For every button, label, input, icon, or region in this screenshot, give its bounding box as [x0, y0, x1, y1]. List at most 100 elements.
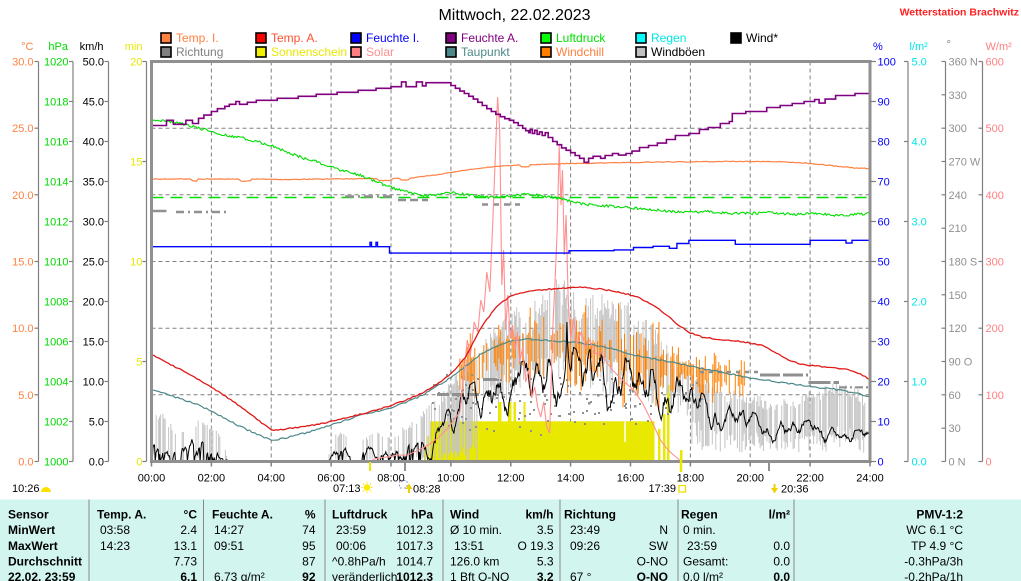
svg-text:Mittwoch, 22.02.2023: Mittwoch, 22.02.2023	[438, 7, 590, 24]
svg-text:35.0: 35.0	[83, 177, 104, 189]
svg-text:200: 200	[986, 323, 1004, 335]
svg-text:15: 15	[130, 157, 142, 169]
svg-text:Wetterstation Brachwitz: Wetterstation Brachwitz	[900, 7, 1019, 19]
svg-text:0: 0	[878, 457, 884, 469]
svg-text:70: 70	[878, 177, 890, 189]
svg-text:1000: 1000	[44, 457, 68, 469]
svg-text:10: 10	[130, 257, 142, 269]
svg-text:23:49: 23:49	[570, 523, 600, 537]
svg-text:22.02. 23:59: 22.02. 23:59	[8, 570, 76, 581]
svg-text:240: 240	[949, 190, 967, 202]
svg-text:15.0: 15.0	[83, 337, 104, 349]
svg-text:O-NO: O-NO	[637, 554, 668, 568]
svg-text:12:00: 12:00	[497, 473, 525, 485]
svg-text:1014.7: 1014.7	[396, 554, 433, 568]
svg-text:15.0: 15.0	[12, 257, 33, 269]
svg-text:0.0: 0.0	[773, 554, 790, 568]
svg-text:6.73 g/m²: 6.73 g/m²	[214, 570, 265, 581]
svg-text:Sensor: Sensor	[8, 508, 49, 522]
svg-text:1014: 1014	[44, 177, 68, 189]
svg-text:30.0: 30.0	[83, 217, 104, 229]
svg-text:03:58: 03:58	[100, 523, 130, 537]
svg-text:min: min	[125, 41, 143, 53]
svg-text:360 N: 360 N	[949, 57, 978, 69]
svg-text:60: 60	[949, 390, 961, 402]
svg-text:N: N	[659, 523, 668, 537]
svg-text:4.0: 4.0	[912, 137, 927, 149]
svg-text:WC 6.1 °C: WC 6.1 °C	[906, 523, 963, 537]
svg-text:%: %	[305, 508, 316, 522]
svg-text:90 O: 90 O	[949, 357, 973, 369]
svg-text:17:39: 17:39	[648, 483, 676, 495]
svg-text:Temp. I.: Temp. I.	[176, 31, 219, 45]
svg-text:Ø 10 min.: Ø 10 min.	[450, 523, 502, 537]
svg-text:Feuchte A.: Feuchte A.	[212, 508, 273, 522]
svg-text:%: %	[873, 41, 883, 53]
svg-text:°C: °C	[21, 41, 33, 53]
svg-text:500: 500	[986, 123, 1004, 135]
svg-text:95: 95	[302, 539, 316, 553]
svg-text:30.0: 30.0	[12, 57, 33, 69]
svg-text:Feuchte A.: Feuchte A.	[461, 31, 518, 45]
svg-text:00:06: 00:06	[336, 539, 366, 553]
svg-text:SW: SW	[649, 539, 669, 553]
svg-text:60: 60	[878, 217, 890, 229]
svg-text:300: 300	[949, 123, 967, 135]
svg-text:08:28: 08:28	[413, 484, 441, 496]
svg-text:30: 30	[878, 337, 890, 349]
svg-text:1012.3: 1012.3	[396, 523, 433, 537]
svg-text:Regen: Regen	[651, 31, 686, 45]
svg-text:22:00: 22:00	[796, 473, 824, 485]
svg-text:0.0: 0.0	[773, 539, 790, 553]
svg-text:hPa: hPa	[48, 41, 68, 53]
svg-text:0.0: 0.0	[912, 457, 927, 469]
svg-text:16:00: 16:00	[617, 473, 645, 485]
svg-text:3.2: 3.2	[537, 570, 554, 581]
svg-text:veränderlich: veränderlich	[332, 570, 397, 581]
svg-text:W/m²: W/m²	[986, 41, 1013, 53]
svg-text:1016: 1016	[44, 137, 68, 149]
svg-text:0: 0	[986, 457, 992, 469]
svg-text:0 N: 0 N	[949, 457, 966, 469]
svg-text:92: 92	[302, 570, 316, 581]
svg-text:Temp. A.: Temp. A.	[271, 31, 318, 45]
svg-text:l/m²: l/m²	[769, 508, 790, 522]
svg-text:13:51: 13:51	[454, 539, 484, 553]
svg-text:20: 20	[130, 57, 142, 69]
svg-text:04:00: 04:00	[257, 473, 285, 485]
svg-text:90: 90	[878, 97, 890, 109]
svg-text:24:00: 24:00	[856, 473, 884, 485]
svg-text:20:36: 20:36	[781, 484, 809, 496]
svg-text:1004: 1004	[44, 377, 68, 389]
svg-text:14:00: 14:00	[557, 473, 585, 485]
svg-text:20.0: 20.0	[83, 297, 104, 309]
svg-text:1.0: 1.0	[912, 377, 927, 389]
svg-text:2.0: 2.0	[912, 297, 927, 309]
svg-text:Wind*: Wind*	[746, 31, 778, 45]
svg-text:1020: 1020	[44, 57, 68, 69]
svg-text:13.1: 13.1	[174, 539, 198, 553]
svg-text:0.0: 0.0	[773, 570, 790, 581]
svg-text:1008: 1008	[44, 297, 68, 309]
svg-text:Wind: Wind	[450, 508, 479, 522]
svg-text:100: 100	[986, 390, 1004, 402]
svg-text:hPa: hPa	[411, 508, 433, 522]
svg-text:5: 5	[136, 357, 142, 369]
svg-text:O 19.3: O 19.3	[517, 539, 553, 553]
svg-text:0.0 l/m²: 0.0 l/m²	[683, 570, 723, 581]
svg-text:330: 330	[949, 90, 967, 102]
svg-text:1012: 1012	[44, 217, 68, 229]
svg-text:-0.3hPa/3h: -0.3hPa/3h	[904, 554, 963, 568]
svg-text:14:27: 14:27	[214, 523, 244, 537]
svg-text:Temp. A.: Temp. A.	[97, 508, 146, 522]
svg-text:08:00: 08:00	[377, 473, 405, 485]
svg-text:^0.8hPa/h: ^0.8hPa/h	[332, 554, 386, 568]
svg-text:1 Bft O-NO: 1 Bft O-NO	[450, 570, 509, 581]
svg-text:150: 150	[949, 290, 967, 302]
svg-text:km/h: km/h	[525, 508, 553, 522]
svg-text:00:00: 00:00	[138, 473, 166, 485]
svg-text:km/h: km/h	[80, 41, 104, 53]
svg-text:Feuchte I.: Feuchte I.	[366, 31, 419, 45]
svg-text:Richtung: Richtung	[176, 45, 223, 59]
svg-text:600: 600	[986, 57, 1004, 69]
